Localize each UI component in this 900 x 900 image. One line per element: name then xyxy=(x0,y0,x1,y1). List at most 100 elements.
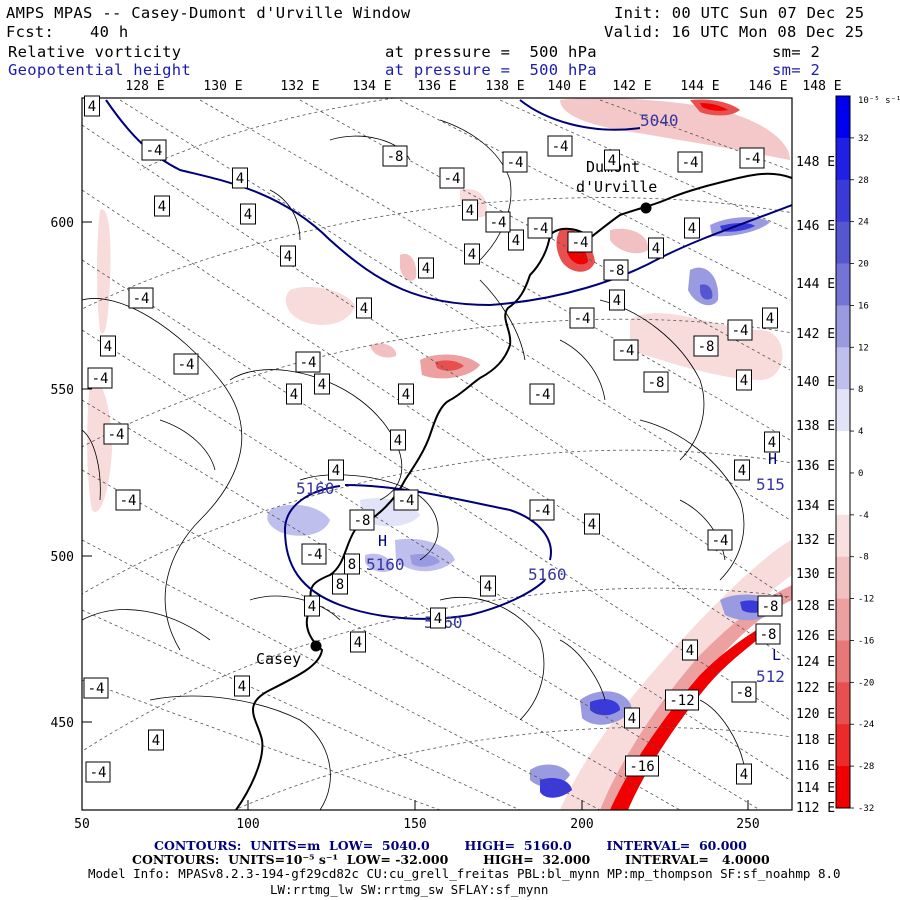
svg-text:-4: -4 xyxy=(552,139,569,155)
vorticity-contour-label: 4 xyxy=(430,607,446,629)
svg-text:4: 4 xyxy=(354,635,362,651)
height-contour-label: 5040 xyxy=(640,111,679,130)
vorticity-contour-label: -8 xyxy=(603,259,629,281)
right-longitude-label: 114 E xyxy=(796,781,835,796)
svg-text:4: 4 xyxy=(332,463,340,479)
vorticity-contour-label: 4 xyxy=(398,383,414,405)
svg-text:4: 4 xyxy=(740,373,748,389)
vorticity-contour-label: 4 xyxy=(480,575,496,597)
height-contour-label: 512 xyxy=(756,667,785,686)
svg-text:-8: -8 xyxy=(608,263,625,279)
top-longitude-label: 146 E xyxy=(748,79,787,94)
colorbar-swatch xyxy=(836,263,850,306)
colorbar-swatch xyxy=(836,766,850,809)
x-axis-tick-label: 50 xyxy=(74,817,90,832)
svg-text:-4: -4 xyxy=(146,143,163,159)
vorticity-contours xyxy=(82,119,746,810)
right-longitude-label: 134 E xyxy=(796,499,835,514)
svg-text:4: 4 xyxy=(308,599,316,615)
svg-text:4: 4 xyxy=(688,221,696,237)
colorbar-label: 0 xyxy=(858,469,863,479)
svg-text:4: 4 xyxy=(686,643,694,659)
right-longitude-label: 132 E xyxy=(796,533,835,548)
svg-text:-4: -4 xyxy=(732,323,749,339)
vorticity-contour-label: 4 xyxy=(624,707,640,729)
x-axis-tick-label: 100 xyxy=(236,817,259,832)
top-longitude-label: 136 E xyxy=(417,79,456,94)
vorticity-contour-label: -4 xyxy=(485,211,511,233)
height-contour-label: 5160 xyxy=(296,479,335,498)
svg-text:8: 8 xyxy=(336,577,344,593)
footer-model-info: Model Info: MPASv8.2.3-194-gf29cd82c CU:… xyxy=(88,866,841,881)
right-longitude-label: 140 E xyxy=(796,375,835,390)
x-axis-tick-label: 150 xyxy=(403,817,426,832)
right-longitude-label: 142 E xyxy=(796,327,835,342)
vorticity-contour-label: 4 xyxy=(508,229,524,251)
svg-text:-4: -4 xyxy=(90,765,107,781)
svg-text:-4: -4 xyxy=(682,155,699,171)
height-contour-label: 5160 xyxy=(366,555,405,574)
svg-text:-4: -4 xyxy=(574,311,591,327)
forecast-label: Fcst: xyxy=(6,23,55,41)
vorticity-contour-label: -4 xyxy=(295,351,321,373)
svg-text:-4: -4 xyxy=(572,235,589,251)
vorticity-contour-label: 4 xyxy=(304,595,320,617)
svg-text:-8: -8 xyxy=(387,149,404,165)
svg-text:-16: -16 xyxy=(629,759,654,775)
x-axis-tick-label: 200 xyxy=(570,817,593,832)
low-marker: L xyxy=(772,646,781,664)
vorticity-contour-label: 4 xyxy=(764,431,780,453)
right-longitude-label: 144 E xyxy=(796,277,835,292)
forecast-hour: 40 h xyxy=(90,23,129,41)
casey-marker xyxy=(310,640,322,652)
height-contours xyxy=(105,99,792,620)
vorticity-contour-label: -4 xyxy=(727,319,753,341)
right-longitude-label: 128 E xyxy=(796,599,835,614)
svg-text:-8: -8 xyxy=(648,375,665,391)
colorbar-swatch xyxy=(836,472,850,516)
colorbar-label: -8 xyxy=(858,553,869,563)
svg-text:4: 4 xyxy=(402,387,410,403)
vorticity-contour-label: -4 xyxy=(569,307,595,329)
svg-text:-4: -4 xyxy=(534,387,551,403)
colorbar: 10⁻⁵ s⁻¹ 32 28 24 20 16 12 8 4 0 -4 -8 -12 -16 -20 -24 -… xyxy=(835,95,900,814)
svg-text:-4: -4 xyxy=(300,355,317,371)
svg-text:-4: -4 xyxy=(120,493,137,509)
svg-text:-4: -4 xyxy=(88,681,105,697)
vorticity-contour-label: 4 xyxy=(418,257,434,279)
high-marker: H xyxy=(768,450,777,468)
svg-text:-12: -12 xyxy=(669,693,694,709)
vorticity-contour-label: 4 xyxy=(148,729,164,751)
field2-smoothing: sm= 2 xyxy=(772,61,821,79)
vorticity-contour-label: -4 xyxy=(173,353,199,375)
colorbar-swatch xyxy=(836,347,850,390)
y-axis-tick-label: 450 xyxy=(51,716,74,731)
vorticity-contour-label: 4 xyxy=(648,237,664,259)
svg-text:-4: -4 xyxy=(178,357,195,373)
vorticity-contour-label: 4 xyxy=(736,369,752,391)
plot-frame xyxy=(81,97,793,811)
field1-level: at pressure = 500 hPa xyxy=(385,43,597,61)
valid-time: Valid: 16 UTC Mon 08 Dec 25 xyxy=(604,23,865,41)
coastline xyxy=(235,172,792,810)
svg-text:-4: -4 xyxy=(108,427,125,443)
right-longitude-label: 138 E xyxy=(796,419,835,434)
vorticity-contour-label: -8 xyxy=(693,335,719,357)
svg-text:4: 4 xyxy=(613,293,621,309)
colorbar-units: 10⁻⁵ s⁻¹ xyxy=(858,96,900,106)
axes: 128 E 130 E 132 E 134 E 136 E 138 E 140 E 142 E… xyxy=(51,79,842,832)
vorticity-contour-label: -4 xyxy=(567,231,593,253)
svg-text:-8: -8 xyxy=(760,627,777,643)
colorbar-swatch xyxy=(836,724,850,767)
vorticity-contour-label: 4 xyxy=(609,289,625,311)
vorticity-contour-label: 4 xyxy=(762,307,778,329)
vorticity-contour-label: 4 xyxy=(234,675,250,697)
colorbar-label: 4 xyxy=(858,427,863,437)
colorbar-label: -16 xyxy=(858,636,874,646)
vorticity-contour-label: 4 xyxy=(328,459,344,481)
svg-text:4: 4 xyxy=(484,579,492,595)
svg-text:4: 4 xyxy=(422,261,430,277)
field2-name: Geopotential height xyxy=(8,61,192,79)
svg-text:-4: -4 xyxy=(398,493,415,509)
top-longitude-label: 134 E xyxy=(352,79,391,94)
